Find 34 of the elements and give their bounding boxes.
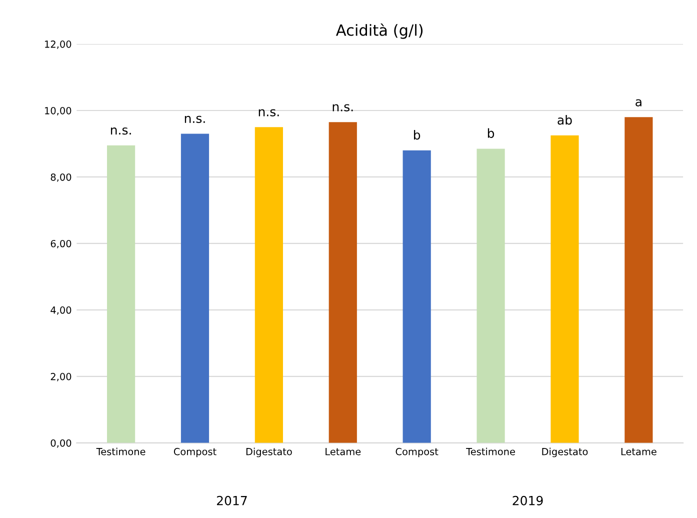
bar <box>476 148 505 443</box>
data-label: n.s. <box>332 104 353 112</box>
bar <box>550 135 579 443</box>
y-tick-label: 12,00 <box>45 40 72 49</box>
y-tick-label: 2,00 <box>50 372 72 382</box>
x-tick-label: Digestato <box>542 448 588 458</box>
chart-title: Acidità (g/l) <box>336 23 423 39</box>
data-label: n.s. <box>184 116 205 124</box>
x-tick-label: Letame <box>621 448 656 456</box>
bar <box>106 145 136 443</box>
data-label: a <box>636 99 642 106</box>
x-tick-label: Testimone <box>96 448 146 456</box>
y-tick-label: 6,00 <box>50 240 72 248</box>
data-label: ab <box>558 115 572 125</box>
data-label: n.s. <box>258 109 279 116</box>
y-tick-label: 0,00 <box>50 439 72 448</box>
bar <box>254 127 283 443</box>
data-label: b <box>414 130 420 140</box>
y-tick-label: 4,00 <box>50 306 72 315</box>
x-tick-label: Compost <box>396 448 438 458</box>
y-tick-label: 8,00 <box>50 173 72 182</box>
data-label: n.s. <box>110 127 131 135</box>
text: 2019 <box>512 496 543 506</box>
bar <box>328 122 357 443</box>
text: 2017 <box>216 496 247 506</box>
data-label: b <box>488 128 494 138</box>
x-tick-label: Digestato <box>246 448 292 458</box>
bar <box>402 150 431 443</box>
x-tick-label: Compost <box>174 448 216 458</box>
x-tick-label: Testimone <box>466 448 515 456</box>
bar <box>624 117 653 443</box>
bar <box>180 134 210 443</box>
y-tick-label: 10,00 <box>45 106 72 116</box>
x-tick-label: Letame <box>326 448 361 456</box>
